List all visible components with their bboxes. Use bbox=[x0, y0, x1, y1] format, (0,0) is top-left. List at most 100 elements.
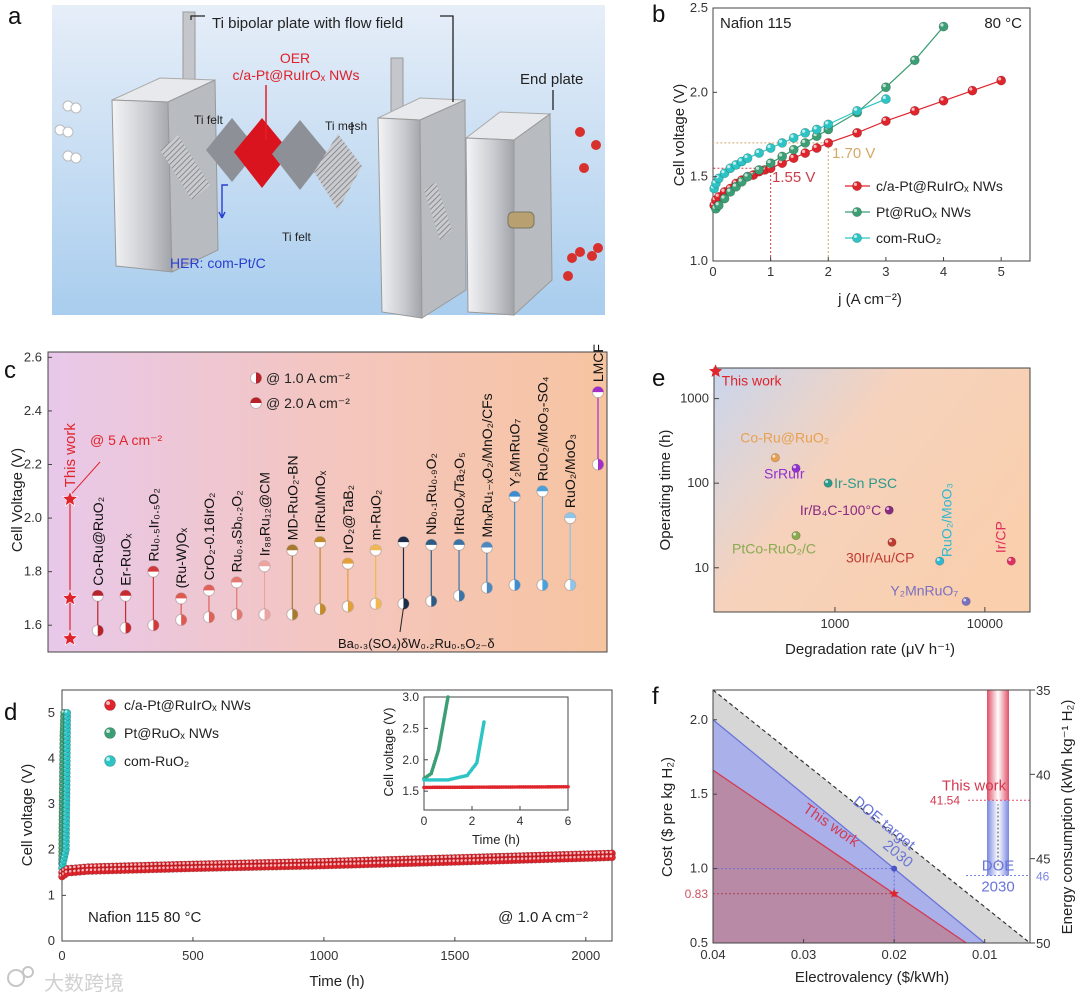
inset-data-point bbox=[446, 695, 450, 699]
energy-value-doe: 46 bbox=[1036, 870, 1050, 884]
data-point-highlight bbox=[801, 139, 806, 143]
data-point-highlight bbox=[138, 863, 141, 866]
marker-2A bbox=[259, 560, 271, 567]
y-axis-label: Operating time (h) bbox=[657, 430, 674, 551]
data-point bbox=[996, 75, 1007, 86]
data-point-highlight bbox=[504, 857, 508, 861]
data-point-highlight bbox=[825, 480, 829, 484]
point-label: SrRuIr bbox=[764, 465, 805, 481]
data-point bbox=[823, 478, 833, 488]
data-point-highlight bbox=[269, 864, 273, 867]
data-point bbox=[884, 505, 894, 515]
data-point bbox=[742, 153, 753, 164]
ti-mesh bbox=[314, 134, 362, 210]
data-point-highlight bbox=[416, 860, 420, 863]
y-tick-label: 1.8 bbox=[24, 564, 42, 579]
bipolar-arrow-left bbox=[190, 15, 205, 20]
data-point-highlight bbox=[801, 129, 806, 133]
data-point-highlight bbox=[392, 857, 396, 860]
data-point-highlight bbox=[384, 861, 388, 864]
marker-2A bbox=[397, 536, 409, 543]
data-point bbox=[811, 124, 822, 135]
data-point-highlight bbox=[234, 864, 237, 868]
star-marker bbox=[61, 629, 79, 646]
data-point-highlight bbox=[540, 856, 544, 860]
data-point-highlight bbox=[345, 862, 348, 865]
data-point bbox=[754, 148, 765, 158]
data-point-highlight bbox=[376, 861, 380, 865]
y-tick-label: 3 bbox=[48, 796, 55, 811]
point-label: Ir/B₄C-100°C bbox=[800, 502, 881, 518]
data-point-highlight bbox=[416, 856, 420, 859]
data-point-highlight bbox=[178, 866, 181, 869]
data-point bbox=[770, 453, 780, 463]
watermark-text: 大数跨境 bbox=[44, 972, 124, 992]
data-point-highlight bbox=[166, 862, 169, 865]
marker-2A bbox=[481, 542, 493, 548]
legend-marker-fill bbox=[250, 397, 262, 403]
category-label: IrO₂@TaB₂ bbox=[340, 485, 356, 554]
data-point-highlight bbox=[222, 861, 225, 864]
data-point-highlight bbox=[349, 858, 352, 861]
panel-label-f: f bbox=[652, 683, 659, 710]
data-point-highlight bbox=[721, 170, 725, 174]
data-point-highlight bbox=[162, 866, 165, 870]
category-label: MnₓRu₁₋ₓO₂/MnO₂/CFs bbox=[479, 393, 495, 537]
data-point-highlight bbox=[721, 195, 725, 199]
data-point-highlight bbox=[376, 857, 380, 861]
data-point-highlight bbox=[105, 868, 109, 871]
marker-2A bbox=[425, 539, 437, 545]
bipolar-plate-right bbox=[377, 57, 467, 319]
data-point-highlight bbox=[744, 154, 748, 159]
x-tick-label: 1500 bbox=[440, 948, 469, 963]
data-point-highlight bbox=[218, 861, 221, 864]
x-tick-label: 0 bbox=[421, 814, 428, 828]
marker-1A bbox=[97, 625, 104, 637]
annotation-1-55v: 1.55 V bbox=[772, 169, 815, 186]
data-point-highlight bbox=[190, 861, 193, 865]
data-point-highlight bbox=[520, 857, 524, 860]
data-point-highlight bbox=[528, 857, 532, 860]
point-label: This work bbox=[722, 372, 783, 388]
data-point-highlight bbox=[162, 862, 165, 866]
legend-marker-highlight bbox=[853, 208, 857, 212]
y-tick-label: 5 bbox=[48, 705, 55, 720]
label-ti-mesh: Ti mesh bbox=[325, 119, 367, 133]
data-point bbox=[788, 132, 799, 143]
data-point-highlight bbox=[329, 858, 332, 862]
data-point-highlight bbox=[265, 864, 269, 867]
label-ti-felt-1: Ti felt bbox=[194, 113, 224, 127]
data-point-highlight bbox=[516, 853, 520, 857]
marker-1A bbox=[598, 459, 604, 470]
oxygen-molecules-icon bbox=[563, 127, 603, 281]
data-point-highlight bbox=[158, 862, 161, 866]
data-point bbox=[887, 537, 897, 547]
x-tick-label: 6 bbox=[565, 814, 572, 828]
data-point-highlight bbox=[158, 866, 161, 870]
legend-label: Pt@RuOₓ NWs bbox=[124, 725, 219, 741]
data-point-highlight bbox=[285, 863, 289, 867]
y-tick-label: 2.2 bbox=[24, 457, 42, 472]
data-point bbox=[791, 531, 801, 541]
data-point-highlight bbox=[440, 855, 443, 859]
legend-marker bbox=[852, 207, 862, 217]
category-label: MD-RuO₂-BN bbox=[284, 455, 300, 540]
data-point-highlight bbox=[853, 107, 858, 111]
data-point-highlight bbox=[940, 97, 944, 101]
x-tick-label: 1 bbox=[767, 264, 774, 279]
data-point-highlight bbox=[305, 859, 309, 862]
doe-point bbox=[891, 865, 898, 872]
y-tick-label: 2 bbox=[48, 842, 55, 857]
x-tick-label: 4 bbox=[517, 814, 524, 828]
data-point-highlight bbox=[174, 862, 177, 865]
legend-label: c/a-Pt@RuIrOₓ NWs bbox=[124, 697, 251, 713]
data-point-highlight bbox=[261, 864, 265, 867]
data-point-highlight bbox=[420, 856, 424, 859]
data-point-highlight bbox=[289, 859, 293, 863]
data-point-highlight bbox=[472, 854, 476, 858]
data-point-highlight bbox=[605, 850, 608, 854]
data-point-highlight bbox=[253, 864, 257, 868]
y-tick-label: 1.5 bbox=[690, 169, 708, 184]
marker-2A bbox=[286, 544, 298, 551]
